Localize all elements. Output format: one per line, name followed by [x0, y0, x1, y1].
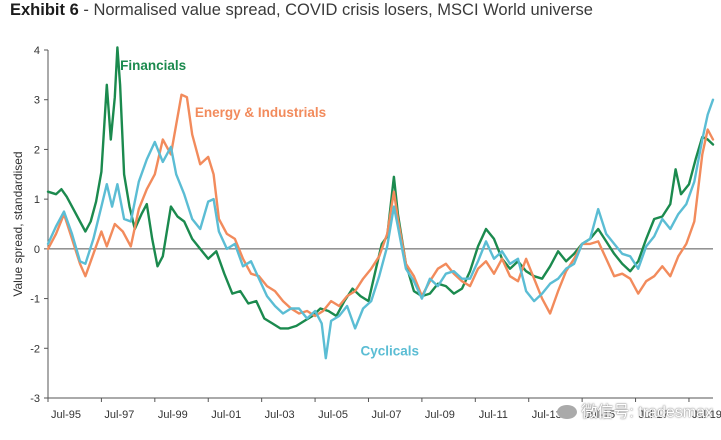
y-tick-label: -1 — [30, 294, 40, 306]
series-line-financials — [46, 46, 715, 330]
series-label-cyclicals: Cyclicals — [360, 344, 419, 359]
x-tick-label: Jul-99 — [158, 409, 188, 421]
watermark-text: 微信号: tradesmax — [581, 404, 713, 421]
series-labels: Financials Energy & Industrials Cyclicals — [120, 58, 419, 359]
series-layer — [46, 46, 715, 360]
y-tick-label: 4 — [34, 45, 40, 57]
exhibit-label: Exhibit 6 — [10, 1, 79, 19]
y-tick-label: 1 — [34, 194, 40, 206]
y-tick-label: -2 — [30, 343, 40, 355]
x-tick-label: Jul-07 — [371, 409, 401, 421]
exhibit-title: Normalised value spread, COVID crisis lo… — [93, 1, 593, 19]
y-axis-label: Value spread, standardised — [11, 151, 25, 296]
x-tick-label: Jul-03 — [265, 409, 295, 421]
watermark: 微信号: tradesmax — [557, 398, 713, 422]
series-line-energy-industrials — [46, 93, 715, 318]
chart-title: Exhibit 6 - Normalised value spread, COV… — [10, 1, 593, 20]
x-tick-label: Jul-13 — [532, 409, 562, 421]
chart-axes: -3 -2 -1 0 1 2 3 4 Jul-95 Jul-97 Jul-99 Jul-01 Jul-0… — [11, 45, 721, 421]
y-tick-label: 3 — [34, 95, 40, 107]
y-tick-label: 2 — [34, 144, 40, 156]
x-tick-label: Jul-97 — [104, 409, 134, 421]
x-tick-label: Jul-17 — [639, 409, 669, 421]
title-separator: - — [78, 1, 94, 19]
x-tick-label: Jul-01 — [211, 409, 241, 421]
x-tick-label: Jul-05 — [318, 409, 348, 421]
wechat-icon — [557, 405, 578, 419]
y-tick-label: -3 — [30, 393, 40, 405]
x-tick-label: Jul-09 — [425, 409, 455, 421]
x-tick-label: Jul-19 — [692, 409, 721, 421]
y-tick-label: 0 — [34, 244, 40, 256]
x-tick-label: Jul-15 — [585, 409, 615, 421]
series-label-energy-industrials: Energy & Industrials — [195, 105, 326, 120]
x-tick-label: Jul-95 — [51, 409, 81, 421]
series-line-cyclicals — [46, 98, 715, 360]
x-tick-label: Jul-11 — [479, 409, 508, 421]
series-label-financials: Financials — [120, 58, 186, 73]
